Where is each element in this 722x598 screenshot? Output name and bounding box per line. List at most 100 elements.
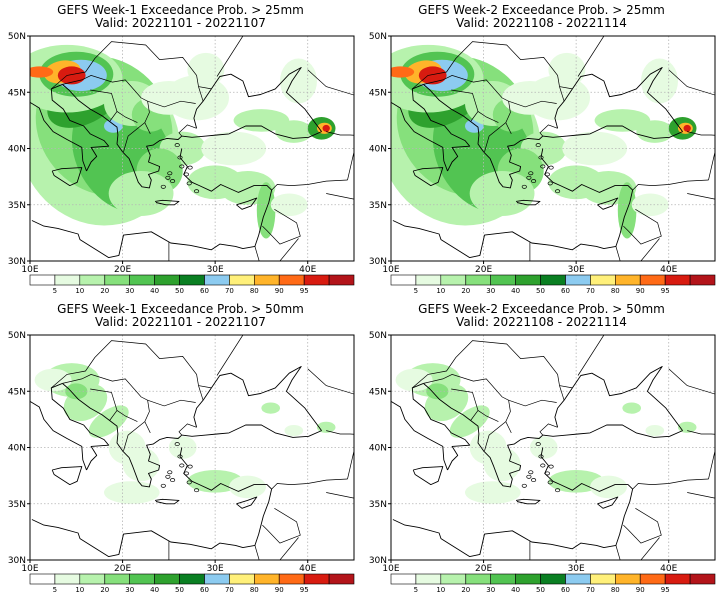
colorbar-label: 30 xyxy=(125,586,134,594)
island xyxy=(540,164,546,169)
probability-contour xyxy=(483,447,521,482)
country-border xyxy=(668,69,715,96)
island xyxy=(183,172,189,177)
island xyxy=(538,155,544,160)
colorbar-swatch xyxy=(79,274,106,286)
panel-valid-dates: Valid: 20221108 - 20221114 xyxy=(456,315,627,329)
colorbar-swatch xyxy=(303,274,330,286)
colorbar-swatch xyxy=(204,274,230,286)
country-border xyxy=(615,246,621,261)
country-border xyxy=(262,508,301,544)
island xyxy=(186,181,192,186)
coastline xyxy=(391,102,448,172)
colorbar-swatch xyxy=(590,274,616,286)
country-border xyxy=(559,86,565,102)
country-border xyxy=(326,492,354,499)
country-border xyxy=(123,122,146,152)
colorbar-label: 50 xyxy=(175,586,184,594)
colorbar-swatch xyxy=(639,573,666,585)
country-border xyxy=(451,388,479,421)
coastline xyxy=(391,401,448,471)
island xyxy=(521,483,527,488)
country-borders xyxy=(51,335,354,560)
colorbar-label: 70 xyxy=(225,287,234,295)
colorbar-label: 40 xyxy=(150,287,159,295)
island xyxy=(548,464,554,469)
coastlines xyxy=(30,67,322,259)
island xyxy=(548,165,554,170)
colorbar-swatch xyxy=(278,573,305,585)
lon-label: 20E xyxy=(475,265,492,275)
lat-label: 50N xyxy=(8,32,26,42)
colorbar-swatch xyxy=(440,573,467,585)
coastline xyxy=(181,125,322,139)
coastline xyxy=(542,424,683,438)
probability-contour xyxy=(636,120,674,143)
probability-contour xyxy=(30,66,54,78)
colorbar-swatch xyxy=(179,274,205,286)
country-border xyxy=(147,100,196,108)
island xyxy=(167,171,173,176)
island xyxy=(167,470,173,475)
island xyxy=(170,179,176,184)
colorbar-label: 10 xyxy=(436,287,445,295)
colorbar-swatch xyxy=(254,274,280,286)
colorbar-swatch xyxy=(415,573,442,585)
colorbar-swatch xyxy=(79,573,106,585)
country-border xyxy=(279,537,299,560)
colorbar-swatch xyxy=(179,573,205,585)
probability-contour xyxy=(122,447,160,482)
country-border xyxy=(623,508,662,544)
country-border xyxy=(198,385,204,401)
lat-label: 35N xyxy=(369,201,387,211)
panel-valid-dates: Valid: 20221108 - 20221114 xyxy=(456,16,627,30)
lat-label: 30N xyxy=(8,257,26,267)
lon-label: 40E xyxy=(299,564,316,574)
colorbar-label: 50 xyxy=(536,586,545,594)
probability-contour xyxy=(275,120,313,143)
colorbar-swatch xyxy=(328,274,355,286)
country-border xyxy=(615,545,621,560)
probability-contour xyxy=(449,405,490,438)
coastline xyxy=(515,498,541,505)
colorbar-swatch xyxy=(540,573,566,585)
colorbar-swatch xyxy=(54,274,81,286)
lon-label: 10E xyxy=(382,564,399,574)
colorbar-swatch xyxy=(154,573,180,585)
colorbar-label: 20 xyxy=(100,287,109,295)
island xyxy=(547,480,553,485)
probability-contour xyxy=(104,481,160,504)
island xyxy=(526,175,532,180)
lat-label: 35N xyxy=(369,500,387,510)
island xyxy=(531,179,537,184)
coastline xyxy=(50,382,110,471)
colorbar-swatch xyxy=(689,573,716,585)
colorbar-label: 90 xyxy=(636,586,645,594)
graticule xyxy=(30,335,354,560)
country-border xyxy=(216,36,271,77)
coastline xyxy=(412,167,444,187)
country-border xyxy=(477,111,499,123)
country-border xyxy=(539,124,558,137)
lon-label: 40E xyxy=(660,564,677,574)
colorbar-swatch xyxy=(104,274,131,286)
country-border xyxy=(90,89,118,122)
country-border xyxy=(216,335,271,376)
coastline xyxy=(30,401,87,471)
country-border xyxy=(412,340,573,389)
island xyxy=(160,483,166,488)
probability-contour xyxy=(57,66,86,85)
lon-label: 10E xyxy=(21,265,38,275)
country-border xyxy=(178,124,197,137)
colorbar-swatch xyxy=(29,573,56,585)
island xyxy=(521,184,527,189)
aegean-islands xyxy=(521,442,561,493)
probability-contour xyxy=(683,124,691,132)
colorbar-label: 80 xyxy=(250,287,259,295)
country-border xyxy=(51,340,212,389)
colorbar-swatch xyxy=(565,573,591,585)
colorbar-label: 40 xyxy=(511,287,520,295)
country-border xyxy=(423,374,512,434)
lon-label: 30E xyxy=(207,265,224,275)
